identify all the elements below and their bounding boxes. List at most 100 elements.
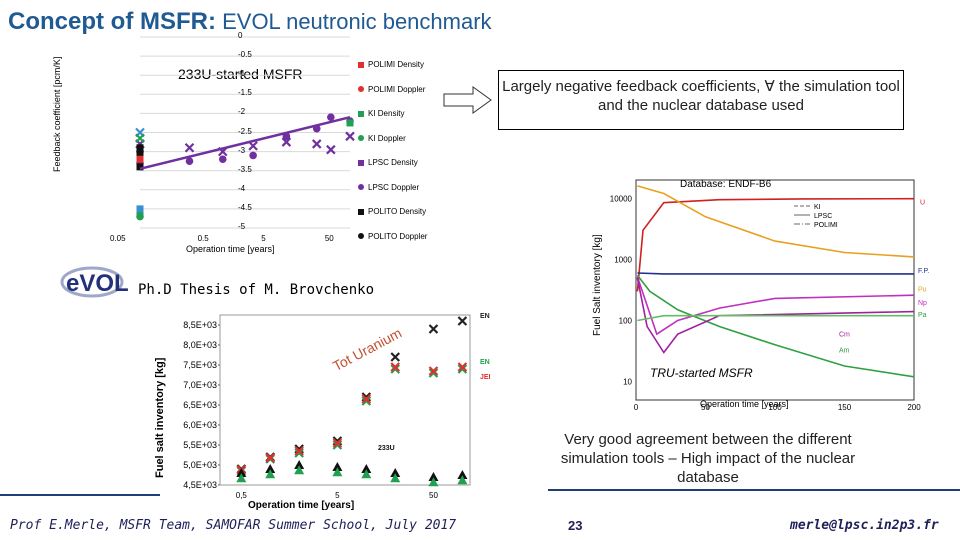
chart1-legend-item: LPSC Doppler [358, 183, 419, 192]
chart2-xlabel: Operation time [years] [248, 500, 355, 511]
chart3-ylabel: Fuel Salt inventory [kg] [592, 234, 603, 336]
chart2-ytick: 5,0E+03 [183, 460, 217, 470]
chart1-point [281, 137, 292, 147]
chart2-point [361, 464, 372, 473]
chart1-point [184, 143, 195, 153]
chart2-ytick: 6,5E+03 [183, 400, 217, 410]
chart3-curve-fp [637, 272, 914, 275]
chart2-point [390, 473, 401, 483]
chart1-point [136, 151, 144, 159]
chart2-point [361, 396, 372, 406]
chart2-point [457, 475, 468, 485]
chart1-point [248, 141, 258, 151]
chart2-point [332, 462, 343, 471]
chart2-point [294, 460, 305, 469]
chart1-ytick: -4 [238, 183, 246, 193]
chart2-point [390, 364, 401, 374]
footer-email[interactable]: merle@lpsc.in2p3.fr [790, 518, 939, 533]
chart3-curve-label: F.P. [918, 268, 929, 275]
chart1-title: 233U-started MSFR [178, 66, 303, 82]
chart1-legend-item: KI Doppler [358, 134, 406, 143]
chart3-frame [635, 179, 915, 401]
chart2-point [428, 477, 439, 487]
chart1-xtick: 0.5 [197, 234, 209, 243]
chart1-point [346, 119, 354, 127]
title-bold: Concept of MSFR: [8, 8, 216, 35]
chart2-series-label: ENDF-B.6 [480, 359, 490, 366]
chart1-point [136, 144, 144, 152]
chart2-point [265, 469, 276, 479]
chart1-point [345, 131, 355, 142]
legend-swatch [358, 159, 364, 166]
chart3-database-label: Database: ENDF-B6 [680, 179, 772, 190]
legend-swatch [358, 233, 364, 239]
chart3-curve-label: Np [918, 300, 927, 307]
chart1-xtick: 0.05 [110, 234, 126, 243]
chart1-legend-item: POLIMI Density [358, 60, 424, 69]
chart3-xlabel: Operation time [years] [700, 399, 789, 409]
chart2-ytick: 6,0E+03 [183, 420, 217, 430]
chart1-legend-item: POLITO Density [358, 207, 426, 216]
legend-swatch [358, 184, 364, 190]
chart3-title: TRU-started MSFR [650, 366, 753, 380]
footer-divider-left [0, 494, 160, 496]
chart2-point [457, 362, 468, 372]
chart2-point [361, 469, 372, 479]
chart2-point [390, 352, 401, 362]
chart2-point [332, 467, 343, 477]
chart3-curve-label: U [920, 199, 925, 206]
logo-text: eVOL [66, 270, 129, 297]
legend-label: LPSC Doppler [368, 182, 420, 192]
chart1-legend-item: POLITO Doppler [358, 232, 427, 241]
chart1-ytick: -0.5 [238, 50, 252, 60]
chart3-legend-label: LPSC [814, 213, 832, 220]
chart3-xtick: 100 [768, 403, 782, 412]
chart3-xtick: 50 [701, 403, 710, 412]
chart3-ytick: 10000 [610, 194, 633, 203]
chart2-ytick: 7,5E+03 [183, 360, 217, 370]
chart3-ytick: 100 [619, 317, 633, 326]
footer-author: Prof E.Merle, MSFR Team, SAMOFAR Summer … [10, 518, 457, 533]
chart1-ytick: -3.5 [238, 164, 252, 174]
chart2-point [390, 362, 401, 372]
chart2-ytick: 8,0E+03 [183, 340, 217, 350]
chart1-trendline [139, 116, 351, 171]
chart1-ytick: -4.5 [238, 202, 252, 212]
chart1-point [326, 144, 336, 155]
chart2-point [236, 468, 247, 477]
chart2-ytick: 5,5E+03 [183, 440, 217, 450]
chart1-legend-item: KI Density [358, 109, 404, 118]
chart2-point [390, 468, 401, 477]
chart2-point [428, 366, 439, 376]
chart1-xtick: 5 [261, 234, 266, 243]
legend-swatch [358, 110, 364, 117]
legend-swatch [358, 208, 364, 215]
chart1-xtick: 50 [324, 234, 334, 243]
title-rest: EVOL neutronic benchmark [215, 9, 492, 34]
chart3-curve-label: Am [839, 347, 850, 354]
chart2-ytick: 4,5E+03 [183, 480, 217, 490]
chart1-xlabel: Operation time [years] [186, 244, 275, 254]
chart1-point [218, 155, 227, 164]
chart2-xtick: 50 [429, 491, 438, 500]
chart2-series-label: JEFF-3.1 [480, 374, 490, 381]
chart1-point [327, 113, 335, 122]
chart1-point [311, 139, 322, 149]
evol-logo-icon: eVOL [60, 266, 129, 298]
chart2-point [294, 448, 304, 458]
thesis-credit: Ph.D Thesis of M. Brovchenko [138, 282, 375, 298]
chart2-point [294, 446, 304, 456]
chart3-ytick: 10 [623, 378, 632, 387]
chart1-ytick: -5 [238, 222, 246, 231]
legend-label: LPSC Density [368, 158, 418, 167]
chart2-ytick: 7,0E+03 [183, 380, 217, 390]
chart3-curve-np [636, 276, 915, 336]
chart3-curve-pa [637, 314, 914, 322]
chart3-legend-label: POLIMI [814, 222, 838, 229]
chart3-ytick: 1000 [614, 255, 632, 264]
chart1-ytick: -3 [238, 145, 246, 155]
chart2-series-label: ENDF-B.7 [480, 313, 490, 320]
chart2-point [265, 464, 276, 473]
chart2-point [294, 465, 305, 475]
